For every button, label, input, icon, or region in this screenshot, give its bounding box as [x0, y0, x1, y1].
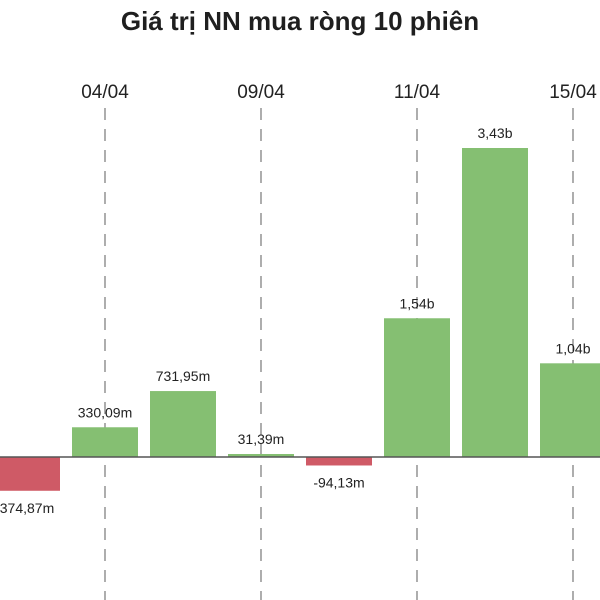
bar-0: [0, 457, 60, 491]
data-label-0: 374,87m: [0, 500, 54, 516]
bar-3: [228, 454, 294, 457]
bar-4: [306, 457, 372, 466]
data-label-2: 731,95m: [156, 368, 210, 384]
bar-7: [540, 363, 600, 457]
bar-5: [384, 318, 450, 457]
data-label-4: -94,13m: [313, 474, 364, 490]
data-label-5: 1,54b: [399, 295, 434, 311]
data-label-3: 31,39m: [238, 431, 285, 447]
data-label-1: 330,09m: [78, 404, 132, 420]
data-label-6: 3,43b: [477, 125, 512, 141]
bar-2: [150, 391, 216, 457]
data-label-7: 1,04b: [555, 340, 590, 356]
bar-6: [462, 148, 528, 457]
x-tick-label-3: 09/04: [237, 82, 285, 103]
x-tick-label-7: 15/04: [549, 82, 597, 103]
chart-title: Giá trị NN mua ròng 10 phiên: [120, 6, 480, 36]
x-tick-label-5: 11/04: [394, 82, 441, 103]
x-tick-label-1: 04/04: [81, 82, 129, 103]
bar-1: [72, 427, 138, 457]
